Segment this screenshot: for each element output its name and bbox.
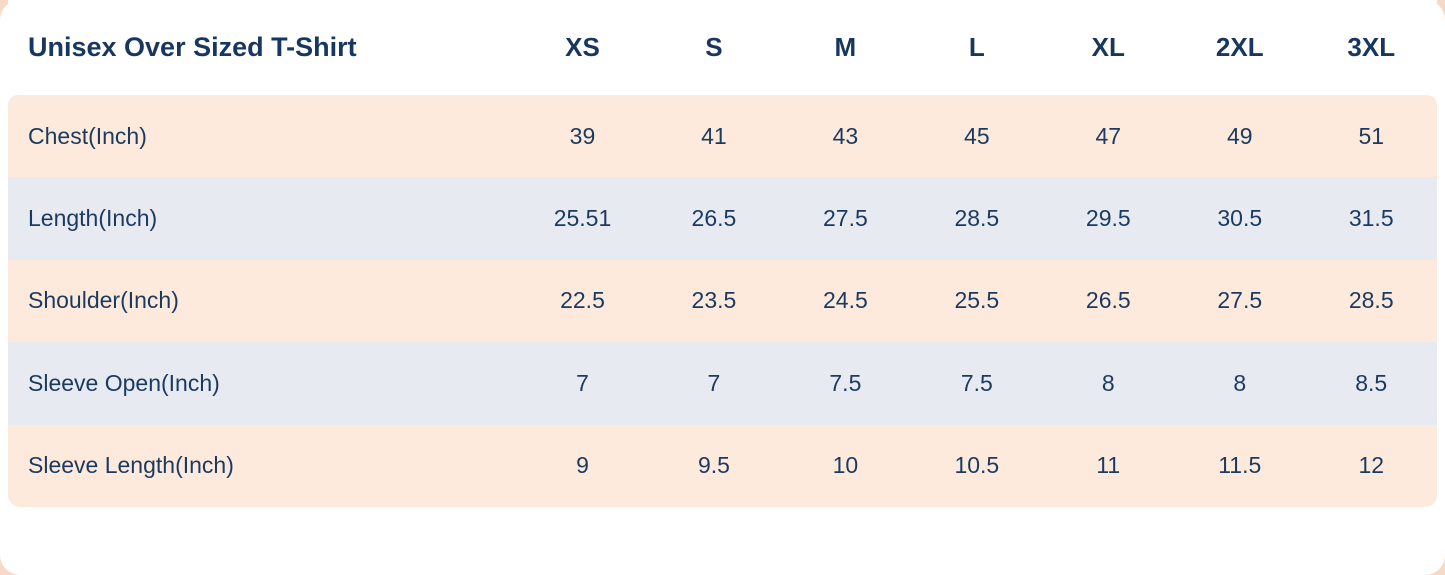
cell-value: 43 [779,95,912,178]
cell-value: 28.5 [1305,259,1437,343]
cell-value: 45 [911,95,1043,178]
row-label: Length(Inch) [8,177,517,260]
row-label: Shoulder(Inch) [8,259,517,343]
cell-value: 9.5 [648,424,780,507]
size-chart-table: Unisex Over Sized T-Shirt XS S M L XL 2XL 3XL … [8,0,1437,507]
size-chart-body: Chest(Inch) 39 41 43 45 47 49 51 Length(Inch) 25.… [8,95,1437,507]
cell-value: 27.5 [779,177,912,260]
cell-value: 39 [516,95,649,178]
cell-value: 29.5 [1042,177,1175,260]
size-column-header: XL [1042,0,1175,95]
row-label: Sleeve Open(Inch) [8,342,517,425]
size-column-header: S [648,0,780,95]
size-column-header: XS [516,0,649,95]
cell-value: 8 [1042,342,1175,425]
size-column-header: 3XL [1305,0,1437,95]
cell-value: 26.5 [648,177,780,260]
cell-value: 30.5 [1174,177,1306,260]
cell-value: 23.5 [648,259,780,343]
cell-value: 28.5 [911,177,1043,260]
table-row: Shoulder(Inch) 22.5 23.5 24.5 25.5 26.5 27.5 28… [8,259,1437,343]
cell-value: 8 [1174,342,1306,425]
cell-value: 25.5 [911,259,1043,343]
row-label: Chest(Inch) [8,95,517,178]
cell-value: 7 [516,342,649,425]
cell-value: 11.5 [1174,424,1306,507]
cell-value: 25.51 [516,177,649,260]
cell-value: 10.5 [911,424,1043,507]
cell-value: 27.5 [1174,259,1306,343]
cell-value: 51 [1305,95,1437,178]
row-label: Sleeve Length(Inch) [8,424,517,507]
table-title: Unisex Over Sized T-Shirt [8,0,517,95]
cell-value: 12 [1305,424,1437,507]
size-column-header: L [911,0,1043,95]
cell-value: 8.5 [1305,342,1437,425]
table-row: Sleeve Open(Inch) 7 7 7.5 7.5 8 8 8.5 [8,342,1437,425]
size-column-header: 2XL [1174,0,1306,95]
cell-value: 26.5 [1042,259,1175,343]
table-row: Length(Inch) 25.51 26.5 27.5 28.5 29.5 30.5 31.… [8,177,1437,260]
cell-value: 7.5 [779,342,912,425]
table-header-row: Unisex Over Sized T-Shirt XS S M L XL 2XL 3XL [8,0,1437,95]
cell-value: 7 [648,342,780,425]
table-row: Chest(Inch) 39 41 43 45 47 49 51 [8,95,1437,178]
cell-value: 24.5 [779,259,912,343]
cell-value: 7.5 [911,342,1043,425]
table-row: Sleeve Length(Inch) 9 9.5 10 10.5 11 11.5 12 [8,424,1437,507]
cell-value: 22.5 [516,259,649,343]
cell-value: 47 [1042,95,1175,178]
cell-value: 10 [779,424,912,507]
cell-value: 49 [1174,95,1306,178]
size-column-header: M [779,0,912,95]
cell-value: 41 [648,95,780,178]
cell-value: 31.5 [1305,177,1437,260]
cell-value: 9 [516,424,649,507]
cell-value: 11 [1042,424,1175,507]
